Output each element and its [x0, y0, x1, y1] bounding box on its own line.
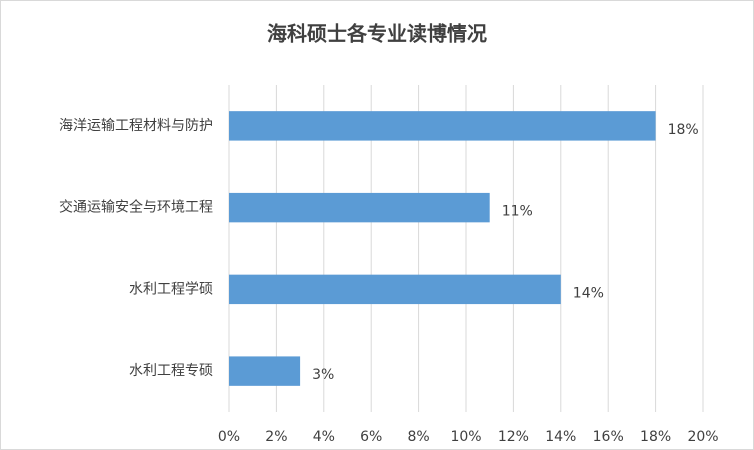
bar	[229, 274, 561, 305]
bar	[229, 111, 656, 141]
x-tick-label: 10%	[450, 429, 481, 445]
x-tick-label: 16%	[593, 429, 624, 445]
x-tick-label: 8%	[407, 429, 429, 445]
x-tick-label: 4%	[313, 429, 335, 445]
x-tick-label: 18%	[640, 429, 671, 445]
chart-title: 海科硕士各专业读博情况	[267, 22, 487, 46]
data-label: 14%	[573, 285, 604, 301]
bar	[229, 356, 301, 386]
x-tick-label: 20%	[687, 429, 718, 445]
y-tick-label: 水利工程专硕	[129, 363, 213, 379]
x-tick-label: 0%	[218, 429, 240, 445]
y-tick-label: 水利工程学硕	[129, 281, 213, 297]
x-tick-label: 2%	[265, 429, 287, 445]
y-tick-label: 交通运输安全与环境工程	[59, 199, 213, 216]
data-label: 3%	[312, 367, 334, 383]
data-label: 18%	[668, 122, 699, 138]
x-tick-label: 6%	[360, 429, 382, 445]
bar	[229, 192, 490, 223]
x-tick-label: 12%	[498, 429, 529, 445]
y-tick-label: 海洋运输工程材料与防护	[59, 118, 213, 134]
x-tick-label: 14%	[545, 429, 576, 445]
data-label: 11%	[502, 204, 533, 220]
